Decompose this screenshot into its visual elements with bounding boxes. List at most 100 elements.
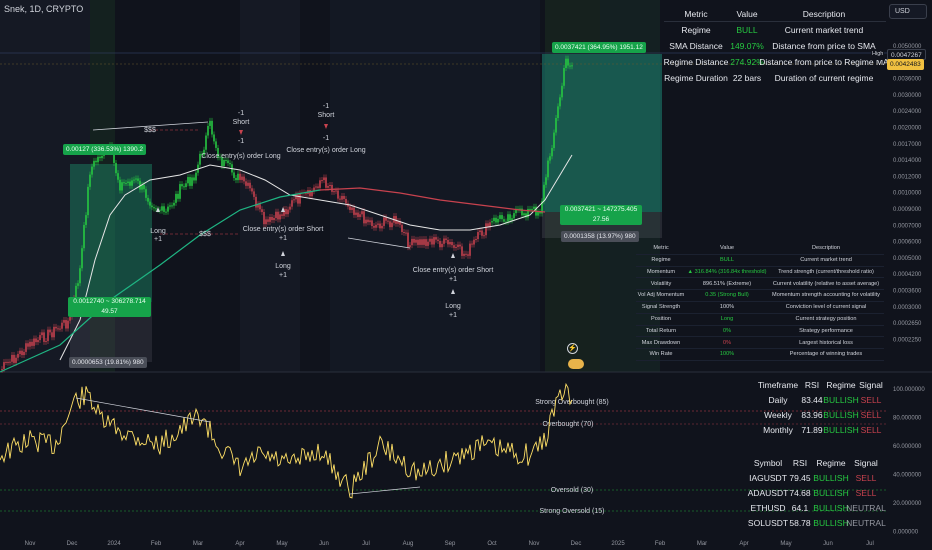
candle-body [281, 214, 283, 216]
time-axis-label: Mar [697, 541, 707, 547]
candle-body [153, 207, 155, 209]
sym-symbol: SOLUSDT [747, 518, 789, 528]
candle-body [65, 320, 67, 329]
currency-button[interactable]: USD [889, 4, 927, 19]
trade1-stop-label: 0.0000653 (19.81%) 980 [69, 357, 147, 368]
candle-body [51, 332, 53, 338]
sym-rsi: 74.68 [789, 488, 811, 498]
candle-body [137, 178, 139, 181]
candle-body [249, 182, 251, 189]
short2-qty-label: -1 [323, 103, 329, 110]
close-long1-label: Close entry(s) order Long [201, 153, 280, 160]
strategy-metric: Regime [651, 257, 671, 263]
candle-body [467, 254, 469, 256]
candle-body [399, 221, 401, 225]
candle-body [421, 239, 423, 245]
candle-body [567, 58, 569, 66]
time-axis-label: Nov [529, 541, 540, 547]
candle-body [257, 204, 259, 208]
candle-body [213, 134, 215, 142]
regime-shade [240, 0, 300, 372]
candle-body [491, 221, 493, 223]
candle-body [511, 218, 513, 221]
regime-value: 149.07% [730, 41, 764, 51]
candle-body [343, 195, 345, 199]
candle-body [363, 211, 365, 224]
candle-body [31, 341, 33, 346]
trade2-target-label: 0.0037421 (364.95%) 1951.12 [552, 42, 646, 53]
candle-body [549, 156, 551, 161]
rsi-axis-label: 100.000000 [893, 387, 925, 393]
candle-body [37, 340, 39, 343]
regime-value: 274.92% [730, 57, 764, 67]
candle-body [453, 245, 455, 248]
candle-body [523, 213, 525, 216]
candle-body [431, 238, 433, 245]
candle-body [199, 153, 201, 165]
price-axis-label: 0.0006000 [893, 240, 922, 246]
candle-body [191, 177, 193, 186]
trendline-bottom [347, 237, 411, 249]
candle-body [435, 237, 437, 240]
time-axis-label: Apr [739, 541, 748, 547]
candle-body [185, 183, 187, 188]
candle-body [133, 179, 135, 181]
strategy-desc: Strategy performance [799, 327, 853, 334]
candle-body [403, 231, 405, 233]
candle-body [7, 361, 9, 363]
candle-body [119, 179, 121, 191]
tf-signal: SELL [860, 425, 882, 435]
candle-body [329, 184, 331, 186]
rsi-axis-label: 40.000000 [893, 473, 922, 479]
candle-body [361, 211, 363, 215]
time-axis-label: Jul [362, 541, 370, 547]
candle-body [569, 65, 571, 67]
symbol-title: Snek, 1D, CRYPTO [4, 4, 84, 14]
regime-header-desc: Description [802, 9, 846, 19]
short1-label: Short [233, 119, 250, 126]
candle-body [149, 201, 151, 206]
candle-body [305, 193, 307, 195]
arrow-up-icon [451, 289, 455, 294]
tf-rsi: 83.96 [801, 410, 823, 420]
candle-body [287, 209, 289, 215]
price-axis-label: 0.0004200 [893, 272, 922, 278]
candle-body [183, 186, 185, 188]
candle-body [445, 238, 447, 240]
candle-body [297, 194, 299, 204]
candle-body [423, 239, 425, 245]
rsi-axis-label: 80.000000 [893, 416, 922, 422]
candle-body [353, 207, 355, 215]
candle-body [283, 209, 285, 216]
candle-body [529, 208, 531, 210]
time-axis-label: 2025 [611, 541, 625, 547]
time-axis-label: Mar [193, 541, 203, 547]
rsi-axis-label: 0.000000 [893, 530, 919, 536]
candle-body [123, 182, 125, 184]
candle-body [483, 235, 485, 237]
candle-body [543, 184, 545, 202]
trade2-entry-line2: 27.56 [592, 215, 610, 223]
regime-value: 22 bars [732, 73, 762, 83]
candle-body [469, 243, 471, 256]
candle-body [265, 219, 267, 225]
candle-body [291, 200, 293, 207]
close-short1-label: Close entry(s) order Short [243, 226, 324, 233]
lightning-icon[interactable]: ⚡ [567, 343, 578, 354]
trade2-stop-label: 0.0001358 (13.97%) 980 [561, 231, 639, 242]
candle-body [237, 173, 239, 181]
time-axis-label: Jun [319, 541, 329, 547]
candle-body [63, 320, 65, 323]
candle-body [419, 239, 421, 245]
tf-signal: SELL [860, 410, 882, 420]
tf-timeframe: Weekly [764, 410, 792, 420]
candle-body [15, 357, 17, 363]
rsi-divergence-bottom [349, 486, 421, 495]
sym-regime: BULLISH [813, 488, 849, 498]
flag-icon[interactable] [568, 359, 584, 369]
tf-header-signal: Signal [859, 380, 883, 390]
candle-body [247, 182, 249, 186]
candle-body [375, 224, 377, 228]
candle-body [507, 214, 509, 222]
